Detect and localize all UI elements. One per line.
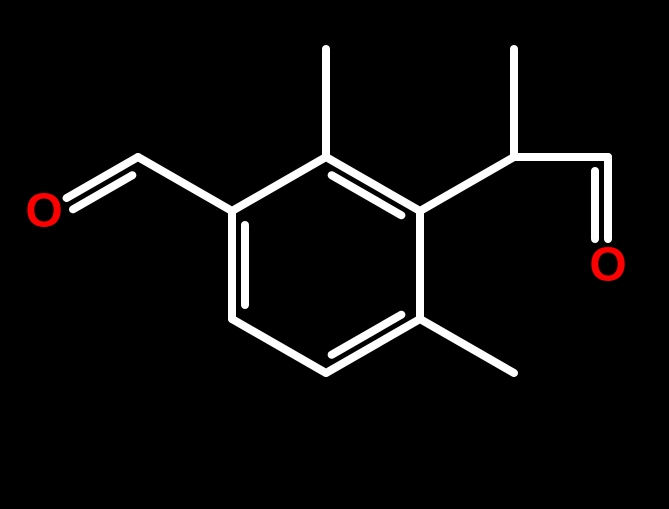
bond (420, 157, 514, 211)
atom-label-o: O (25, 185, 62, 238)
bond (420, 319, 514, 373)
bond (232, 319, 326, 373)
bond (138, 157, 232, 211)
bond (232, 157, 326, 211)
atom-label-o: O (589, 239, 626, 292)
molecule-canvas: OO (0, 0, 669, 509)
